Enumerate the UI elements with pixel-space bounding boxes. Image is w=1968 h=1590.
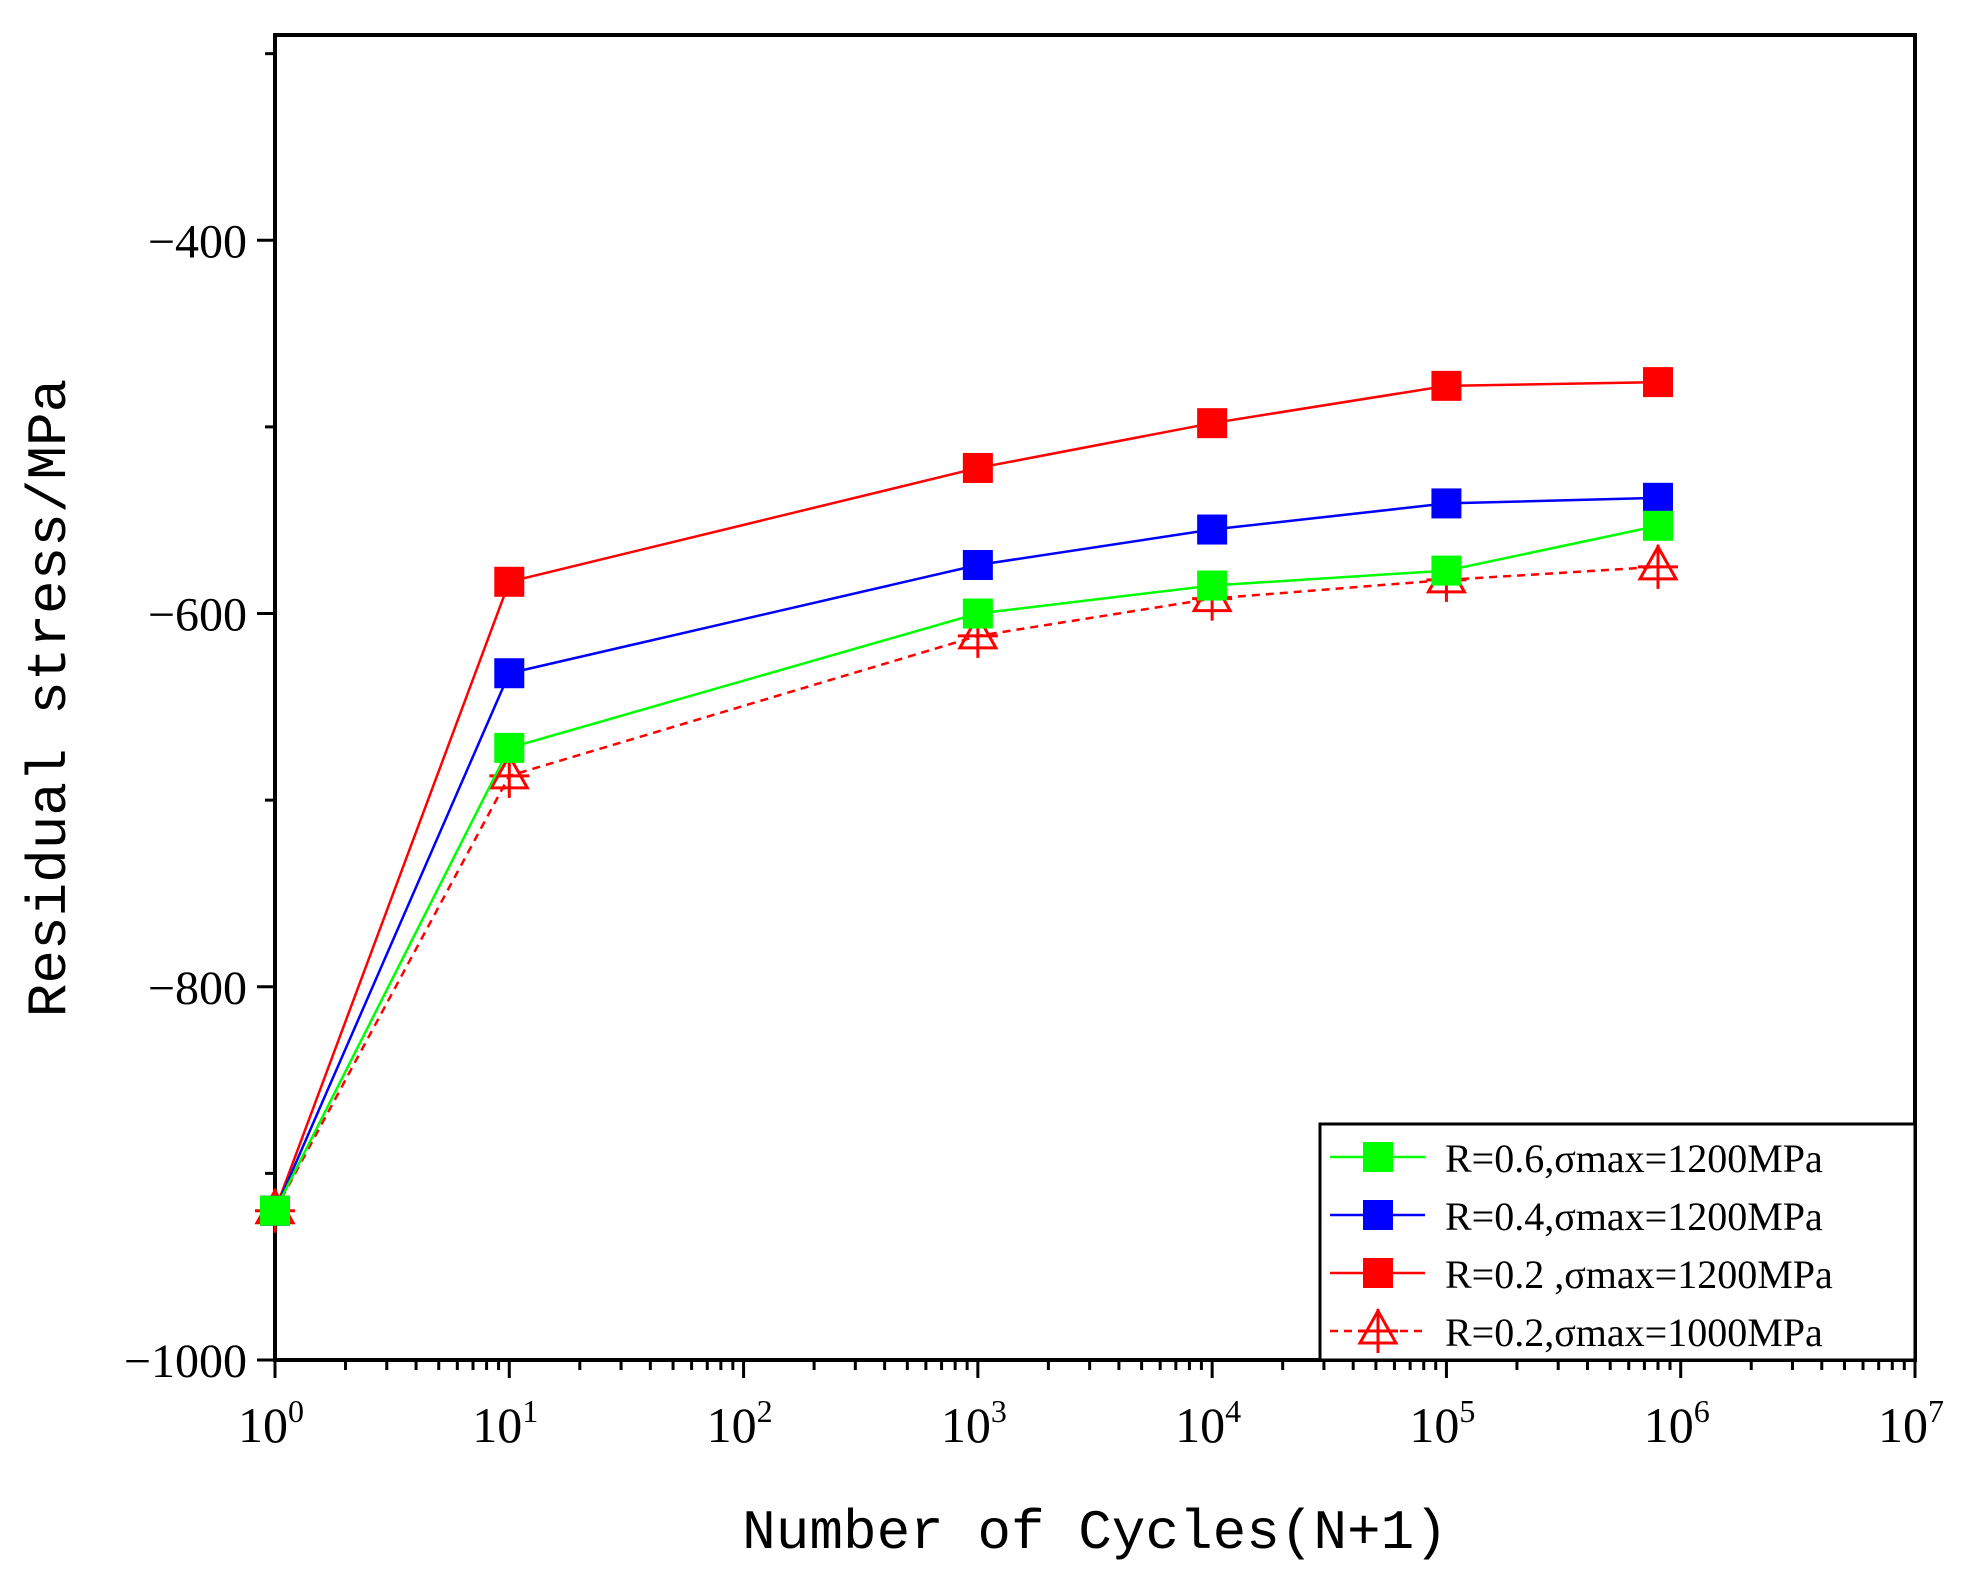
- x-axis-title: Number of Cycles(N+1): [742, 1501, 1448, 1565]
- data-point: [494, 566, 525, 597]
- data-point: [962, 598, 993, 629]
- plot-frame: [273, 33, 1917, 1362]
- legend-entry: R=0.2,σmax=1000MPa: [1330, 1307, 1823, 1355]
- x-tick-label: 101: [472, 1393, 538, 1453]
- data-point: [1431, 555, 1462, 586]
- legend-label: R=0.2 ,σmax=1200MPa: [1445, 1252, 1833, 1297]
- data-point: [494, 732, 525, 763]
- legend-label: R=0.4,σmax=1200MPa: [1445, 1194, 1823, 1239]
- series-line: [273, 524, 1659, 1212]
- plot-area: [273, 33, 1917, 1362]
- x-tick-label: 102: [707, 1393, 773, 1453]
- legend-marker: [1363, 1142, 1393, 1172]
- data-point: [962, 452, 993, 483]
- data-point: [494, 658, 525, 689]
- data-point: [1643, 367, 1674, 398]
- x-tick-label: 106: [1644, 1393, 1710, 1453]
- legend-entry: R=0.4,σmax=1200MPa: [1330, 1194, 1823, 1239]
- legend-label: R=0.2,σmax=1000MPa: [1445, 1310, 1823, 1355]
- data-point: [1431, 488, 1462, 519]
- x-tick-label: 105: [1409, 1393, 1475, 1453]
- legend: R=0.6,σmax=1200MPa R=0.4,σmax=1200MPa R=0.…: [1318, 1122, 1917, 1362]
- series-line: [273, 496, 1659, 1212]
- series-2: [260, 482, 1674, 1226]
- legend-entry: R=0.2 ,σmax=1200MPa: [1330, 1252, 1833, 1297]
- data-point: [1643, 482, 1674, 513]
- y-tick-label: −1000: [124, 1335, 247, 1388]
- y-tick-label: −600: [148, 589, 247, 642]
- legend-marker: [1357, 1307, 1399, 1353]
- x-tick-label: 103: [941, 1393, 1007, 1453]
- legend-marker: [1363, 1258, 1393, 1288]
- y-tick-label: −400: [148, 215, 247, 268]
- x-tick-label: 104: [1175, 1393, 1241, 1453]
- data-point: [1197, 570, 1228, 601]
- legend-entry: R=0.6,σmax=1200MPa: [1330, 1136, 1823, 1181]
- series-line: [273, 380, 1659, 1212]
- series-1: [260, 510, 1674, 1226]
- data-point: [1643, 510, 1674, 541]
- data-point: [962, 550, 993, 580]
- legend-box: [1318, 1122, 1917, 1362]
- y-axis-title: Residual stress/MPa: [18, 379, 82, 1018]
- legend-label: R=0.6,σmax=1200MPa: [1445, 1136, 1823, 1181]
- data-point: [1637, 543, 1679, 589]
- data-point: [1197, 514, 1228, 545]
- series-line: [273, 565, 1659, 1212]
- x-tick-label: 107: [1878, 1393, 1944, 1453]
- series-layer: [254, 367, 1679, 1233]
- legend-marker: [1363, 1200, 1393, 1230]
- data-point: [260, 1195, 290, 1226]
- data-point: [1431, 370, 1462, 401]
- y-tick-label: −800: [148, 962, 247, 1015]
- x-axis: 100 101 102 103 104 105 106 107: [238, 1360, 1944, 1453]
- data-point: [1197, 408, 1228, 439]
- y-axis: −1000 −800 −600 −400: [124, 52, 275, 1388]
- x-tick-label: 100: [238, 1393, 304, 1453]
